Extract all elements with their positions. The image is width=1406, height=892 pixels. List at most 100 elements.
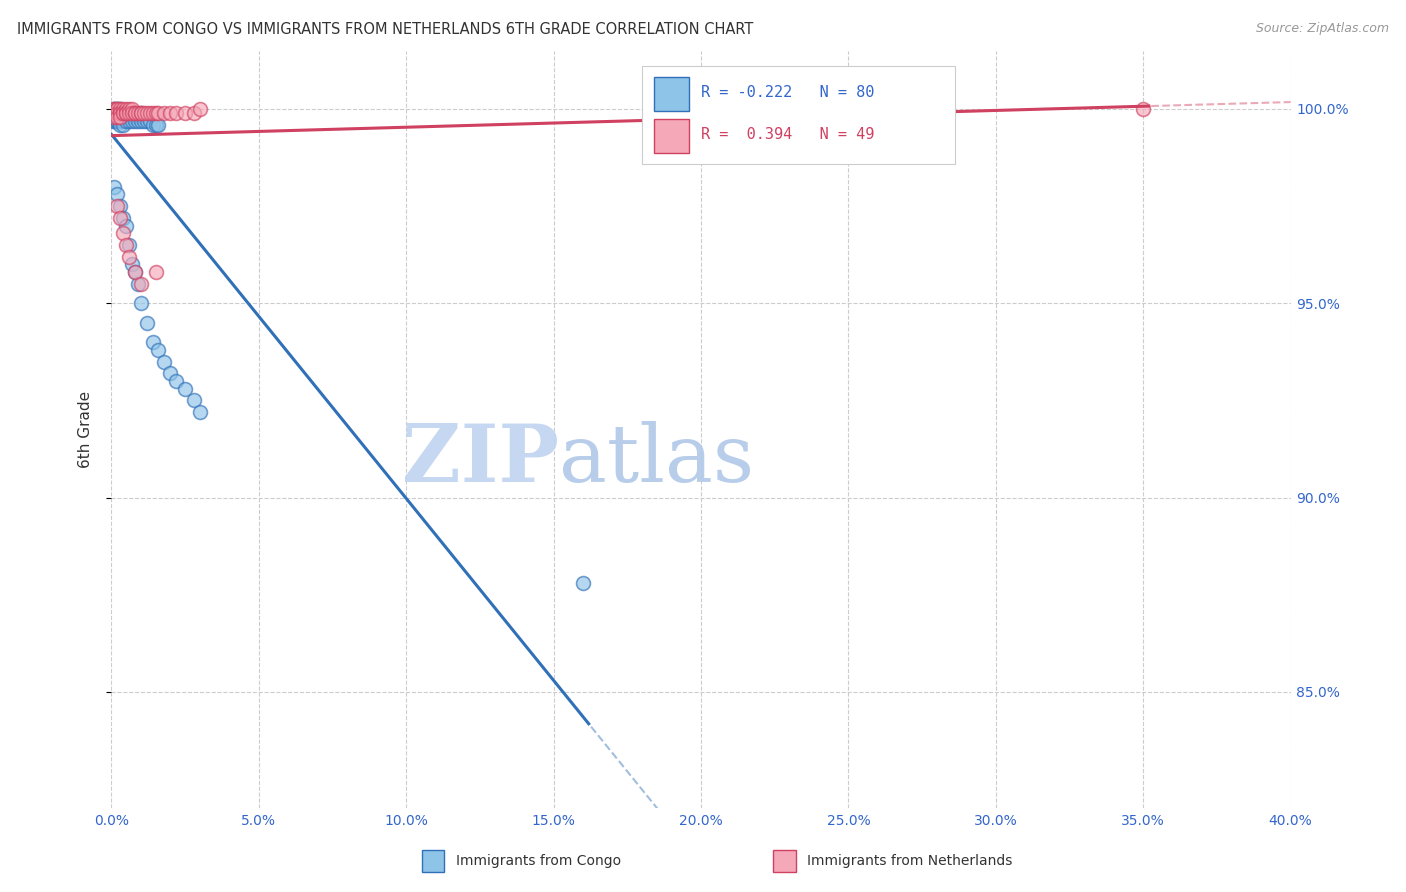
Point: [103, 102, 125, 116]
Point: [142, 335, 165, 350]
Point: [132, 106, 155, 120]
Point: [112, 227, 135, 241]
Point: [115, 110, 138, 124]
Text: Immigrants from Netherlands: Immigrants from Netherlands: [807, 855, 1012, 868]
Point: [135, 113, 157, 128]
Point: [115, 106, 138, 120]
Point: [138, 106, 160, 120]
Point: [572, 576, 595, 591]
Point: [112, 106, 135, 120]
Point: [129, 106, 152, 120]
Point: [183, 393, 205, 408]
Point: [108, 106, 131, 120]
Point: [103, 179, 125, 194]
Text: IMMIGRANTS FROM CONGO VS IMMIGRANTS FROM NETHERLANDS 6TH GRADE CORRELATION CHART: IMMIGRANTS FROM CONGO VS IMMIGRANTS FROM…: [17, 22, 754, 37]
Point: [115, 110, 138, 124]
Point: [135, 106, 157, 120]
Point: [132, 113, 155, 128]
Point: [108, 110, 131, 124]
Point: [105, 102, 128, 116]
Text: R =  0.394   N = 49: R = 0.394 N = 49: [702, 127, 875, 142]
Point: [153, 354, 176, 368]
Point: [129, 106, 152, 120]
Point: [115, 113, 138, 128]
Point: [174, 106, 197, 120]
Point: [105, 113, 128, 128]
Point: [103, 102, 125, 116]
Point: [103, 102, 125, 116]
Point: [124, 106, 146, 120]
Point: [188, 102, 211, 116]
Point: [129, 113, 152, 128]
Point: [127, 113, 149, 128]
Point: [103, 113, 125, 128]
Point: [135, 110, 157, 124]
Point: [1132, 102, 1154, 116]
Point: [118, 106, 141, 120]
Point: [165, 374, 187, 388]
Point: [103, 110, 125, 124]
Point: [148, 118, 170, 132]
Point: [145, 265, 167, 279]
Point: [108, 211, 131, 225]
Point: [105, 110, 128, 124]
Point: [115, 102, 138, 116]
Point: [118, 250, 141, 264]
Point: [103, 110, 125, 124]
Point: [103, 110, 125, 124]
Text: Immigrants from Congo: Immigrants from Congo: [456, 855, 620, 868]
Point: [105, 199, 128, 213]
Point: [174, 382, 197, 396]
Point: [183, 106, 205, 120]
Point: [112, 118, 135, 132]
Point: [129, 106, 152, 120]
Point: [124, 106, 146, 120]
Point: [112, 106, 135, 120]
Point: [112, 211, 135, 225]
FancyBboxPatch shape: [654, 119, 689, 153]
Point: [108, 110, 131, 124]
Point: [112, 110, 135, 124]
Point: [188, 405, 211, 419]
Point: [148, 106, 170, 120]
Point: [105, 106, 128, 120]
Point: [105, 102, 128, 116]
Point: [165, 106, 187, 120]
Point: [124, 113, 146, 128]
Point: [103, 106, 125, 120]
Point: [108, 102, 131, 116]
Point: [108, 106, 131, 120]
Point: [108, 113, 131, 128]
Point: [124, 265, 146, 279]
Point: [132, 110, 155, 124]
Point: [129, 110, 152, 124]
Point: [115, 106, 138, 120]
Point: [105, 110, 128, 124]
Point: [145, 118, 167, 132]
Point: [105, 110, 128, 124]
Point: [153, 106, 176, 120]
Point: [105, 102, 128, 116]
Point: [105, 113, 128, 128]
Point: [115, 238, 138, 252]
Point: [142, 118, 165, 132]
Point: [108, 102, 131, 116]
Point: [112, 110, 135, 124]
Point: [112, 106, 135, 120]
Point: [159, 366, 181, 380]
Point: [121, 106, 143, 120]
Point: [103, 106, 125, 120]
Point: [127, 110, 149, 124]
Point: [118, 110, 141, 124]
Point: [124, 110, 146, 124]
Point: [108, 106, 131, 120]
Point: [105, 106, 128, 120]
Point: [115, 219, 138, 233]
Point: [105, 187, 128, 202]
Point: [138, 113, 160, 128]
Point: [108, 113, 131, 128]
Point: [108, 102, 131, 116]
Point: [108, 118, 131, 132]
Point: [142, 106, 165, 120]
Point: [129, 296, 152, 310]
